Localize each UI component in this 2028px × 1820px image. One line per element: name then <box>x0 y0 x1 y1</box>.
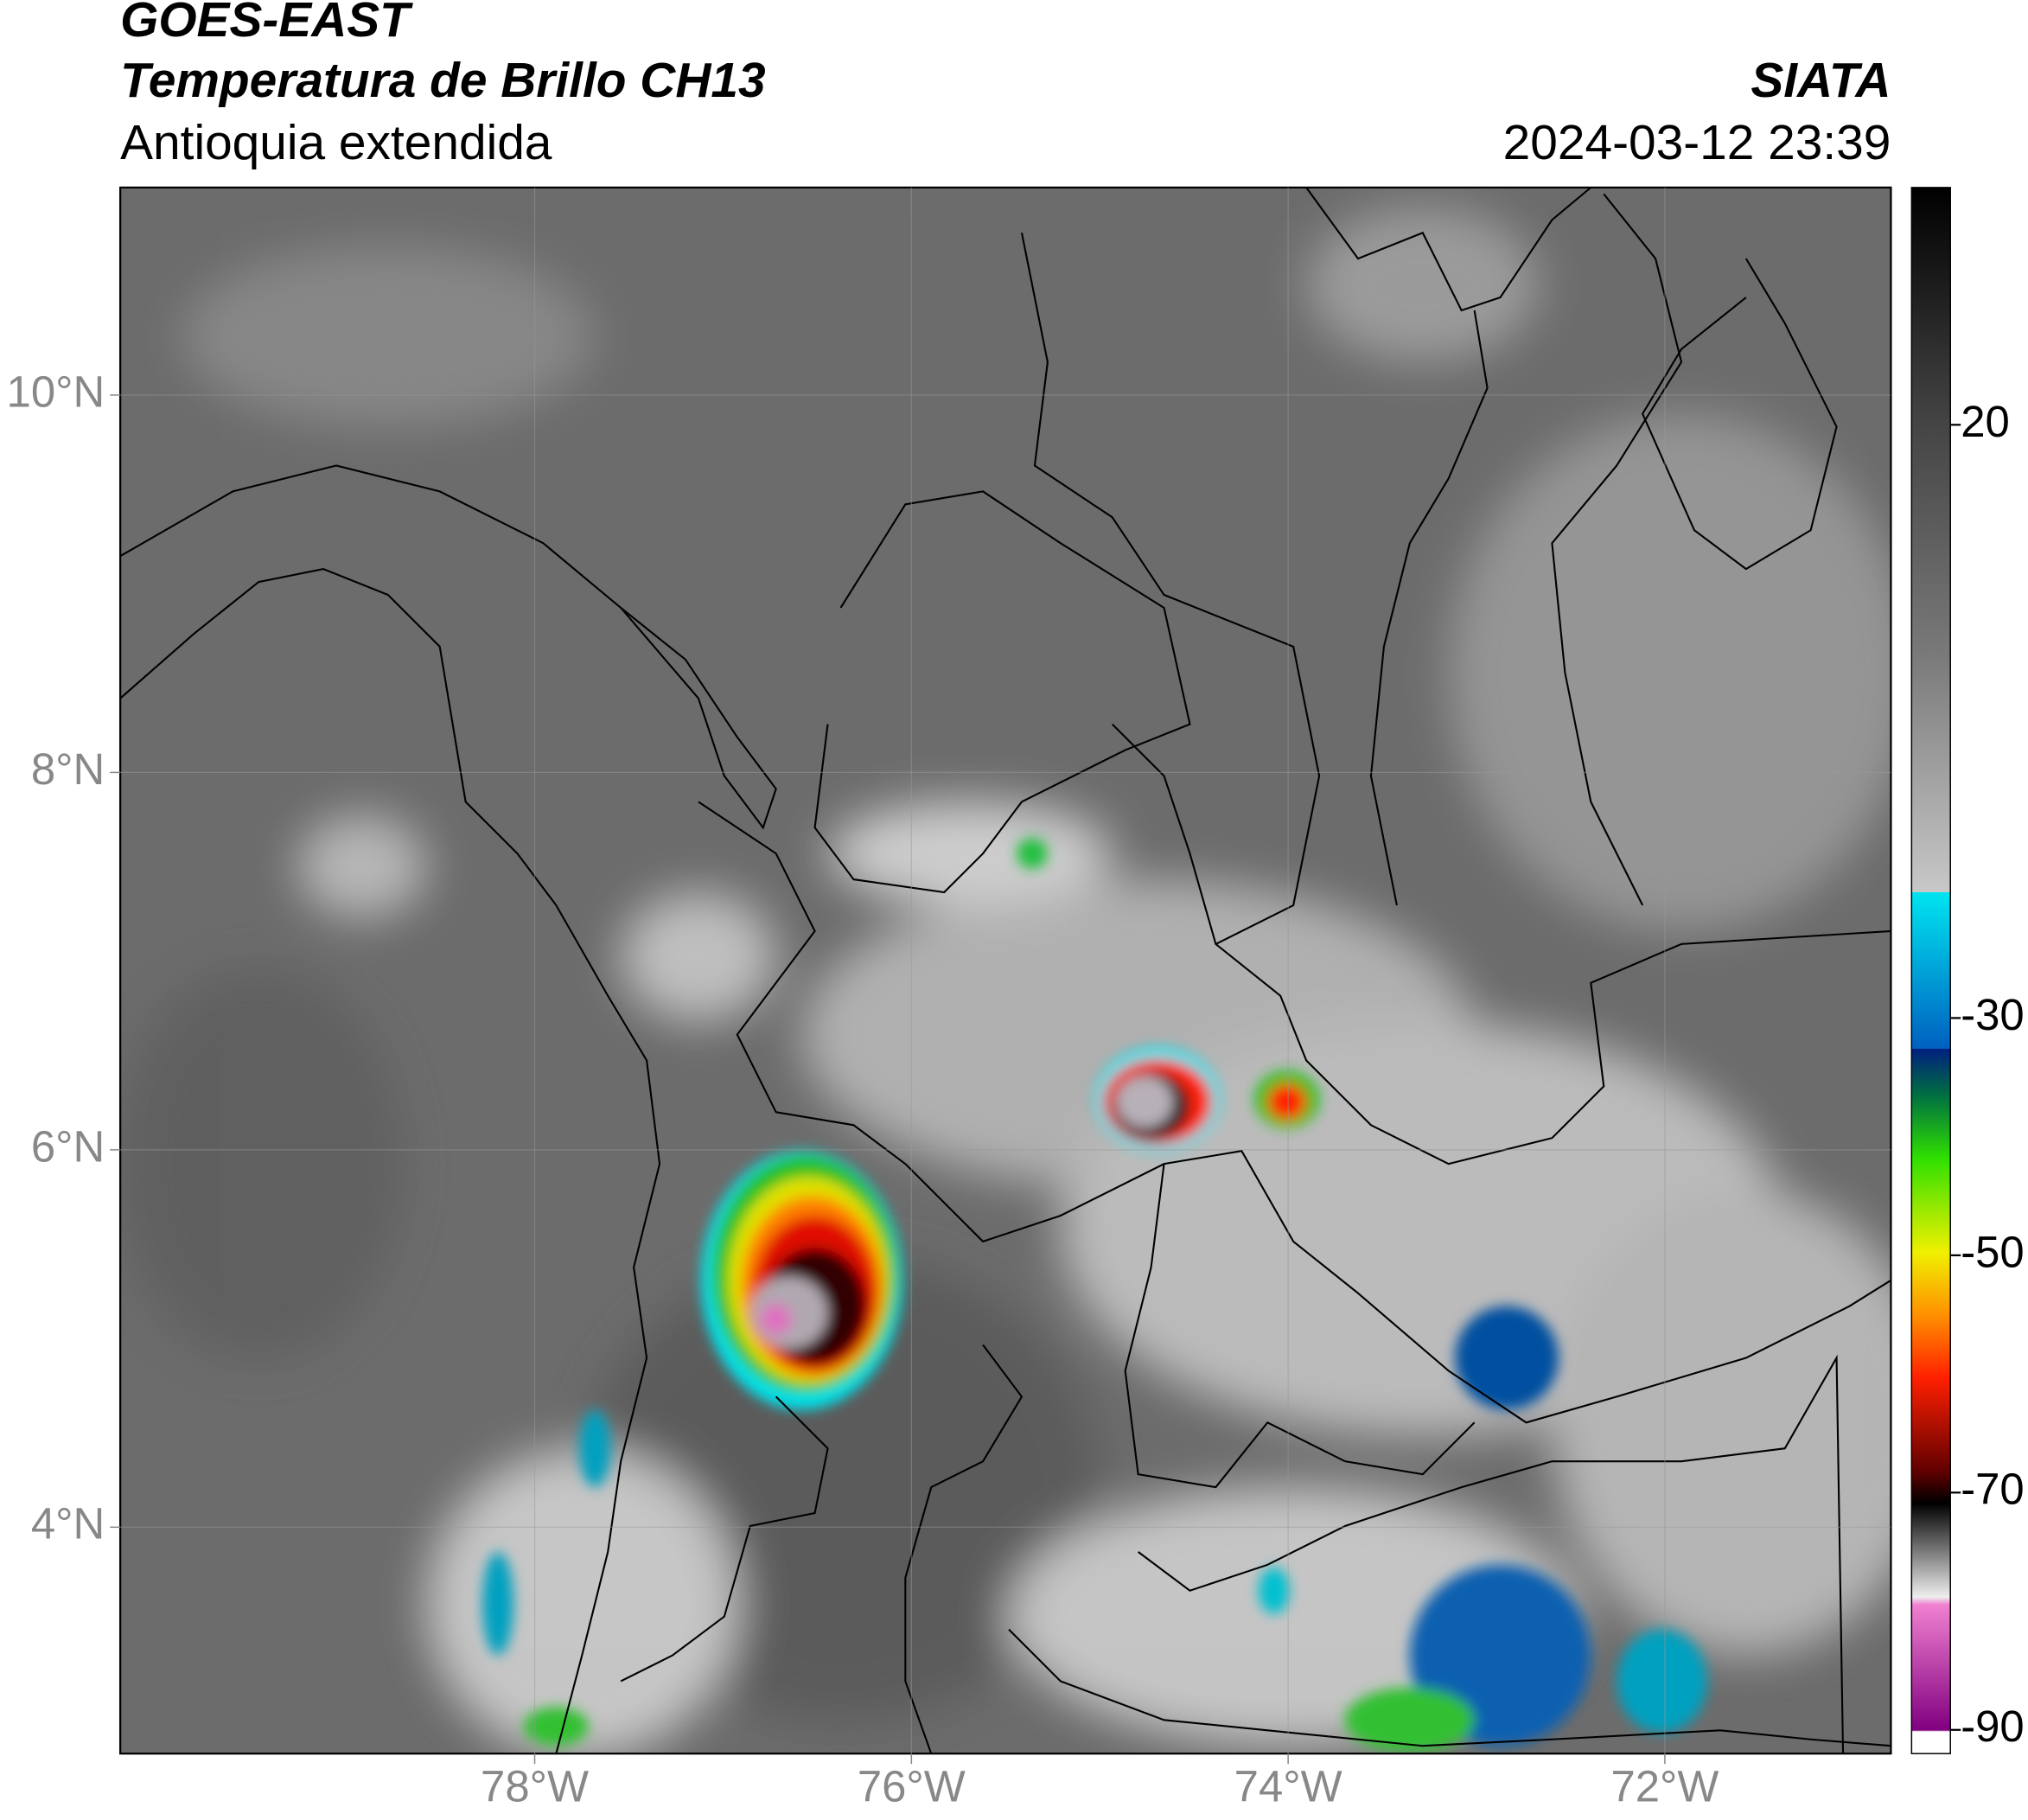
datetime: 2024-03-12 23:39 <box>1503 116 1891 170</box>
y-tick-label: 8°N <box>31 744 105 794</box>
source: SIATA <box>1751 54 1891 108</box>
title: GOES-EAST <box>120 0 413 48</box>
y-tick-label: 4°N <box>31 1499 105 1549</box>
x-tick-label: 74°W <box>1234 1762 1342 1811</box>
region: Antioquia extendida <box>120 116 552 170</box>
satellite-map <box>120 187 1891 1754</box>
colorbar <box>1910 187 1951 1754</box>
colorbar-tick-label: -70 <box>1961 1465 2025 1514</box>
y-tick-label: 6°N <box>31 1121 105 1171</box>
colorbar-tick-label: 20 <box>1961 397 2010 446</box>
colorbar-tick-label: -30 <box>1961 990 2025 1039</box>
map-frame <box>119 186 1892 1755</box>
x-tick-label: 78°W <box>481 1762 589 1811</box>
x-tick-label: 76°W <box>858 1762 966 1811</box>
y-tick-label: 10°N <box>7 367 105 416</box>
grid <box>120 187 1891 1754</box>
subtitle: Temperatura de Brillo CH13 <box>120 54 765 108</box>
colorbar-tick-label: -50 <box>1961 1227 2025 1276</box>
x-tick-label: 72°W <box>1610 1762 1719 1811</box>
colorbar-tick-label: -90 <box>1961 1702 2025 1751</box>
